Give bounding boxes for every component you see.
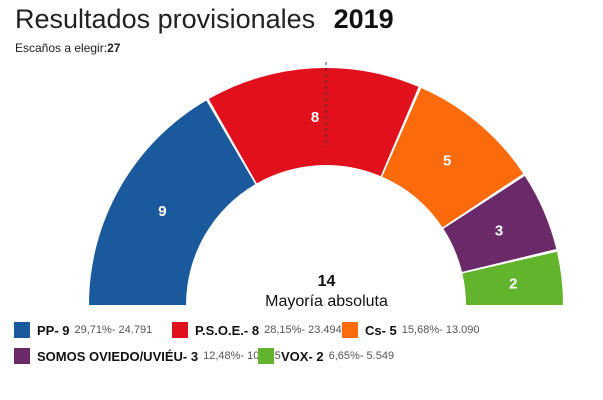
legend-swatch <box>14 348 30 364</box>
majority-label: Mayoría absoluta <box>265 293 388 310</box>
legend-swatch <box>172 322 188 338</box>
seat-count-label: 2 <box>509 276 517 293</box>
legend-detail-label: 6,65%- 5.549 <box>328 350 395 362</box>
seat-count-label: 3 <box>495 222 503 239</box>
legend-party-label: Cs- 5 <box>365 322 397 338</box>
seat-count-label: 9 <box>158 203 166 220</box>
seat-segment-somos-oviedo-uvi-u <box>443 175 557 272</box>
legend-swatch <box>342 322 358 338</box>
seat-segment-vox <box>462 251 563 305</box>
legend-party-label: SOMOS OVIEDO/UVIÉU- 3 <box>37 348 199 364</box>
legend-item: Cs- 5 15,68%- 13.090 <box>342 322 479 338</box>
legend-detail-label: 29,71%- 24.791 <box>74 324 153 336</box>
legend-item: VOX- 2 6,65%- 5.549 <box>258 348 394 364</box>
seats-to-elect-label: Escaños a elegir: <box>15 41 108 55</box>
seat-count-label: 5 <box>443 153 451 170</box>
legend-swatch <box>258 348 274 364</box>
seat-segment-p-s-o-e- <box>208 68 419 184</box>
legend-item: SOMOS OVIEDO/UVIÉU- 3 12,48%- 10.415 <box>14 348 281 364</box>
seats-to-elect-value: 27 <box>107 41 121 55</box>
legend-item: PP- 9 29,71%- 24.791 <box>14 322 152 338</box>
parliament-chart: 9 8 5 3 2 <box>89 62 563 305</box>
seats-to-elect: Escaños a elegir:27 <box>15 41 120 55</box>
majority-count: 14 <box>317 273 336 290</box>
seat-segment-pp <box>89 100 256 305</box>
chart-year: 2019 <box>333 4 394 34</box>
legend-party-label: P.S.O.E.- 8 <box>195 322 260 338</box>
legend-party-label: PP- 9 <box>37 322 70 338</box>
legend-detail-label: 15,68%- 13.090 <box>401 324 480 336</box>
seat-segment-cs <box>382 87 524 228</box>
legend-party-label: VOX- 2 <box>281 348 324 364</box>
chart-title-row: Resultados provisionales 2019 <box>15 4 394 35</box>
legend-swatch <box>14 322 30 338</box>
legend-detail-label: 28,15%- 23.494 <box>264 324 342 336</box>
chart-title: Resultados provisionales <box>15 4 316 34</box>
seat-count-label: 8 <box>311 109 319 126</box>
legend-item: P.S.O.E.- 8 28,15%- 23.494 <box>172 322 342 338</box>
